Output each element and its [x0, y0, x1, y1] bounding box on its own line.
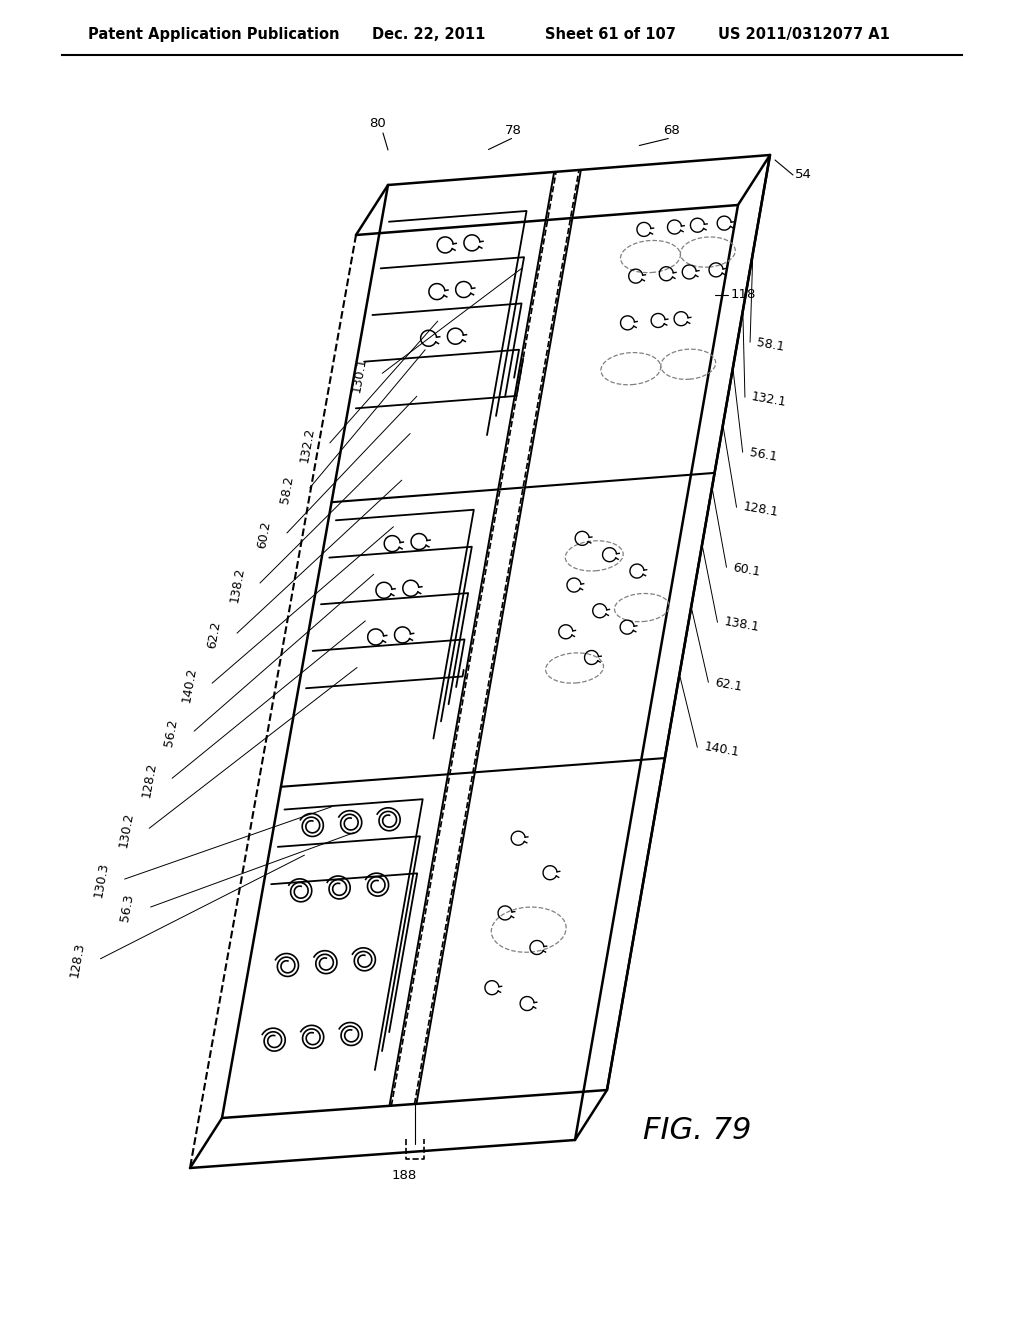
Text: 60.1: 60.1	[732, 561, 762, 579]
Text: FIG. 79: FIG. 79	[643, 1115, 752, 1144]
Text: 128.3: 128.3	[68, 941, 87, 978]
Text: 80: 80	[370, 117, 386, 129]
Text: 54: 54	[795, 169, 812, 181]
Text: 138.2: 138.2	[228, 566, 247, 603]
Text: 130.2: 130.2	[117, 812, 136, 849]
Text: 62.1: 62.1	[714, 676, 743, 694]
Text: 56.3: 56.3	[118, 894, 135, 923]
Text: 140.1: 140.1	[703, 741, 740, 759]
Text: 60.2: 60.2	[255, 520, 272, 550]
Text: 188: 188	[392, 1170, 417, 1181]
Text: 130.1: 130.1	[350, 356, 369, 393]
Text: 118: 118	[730, 289, 756, 301]
Text: 128.1: 128.1	[742, 500, 779, 520]
Text: 140.2: 140.2	[180, 667, 199, 704]
Text: Dec. 22, 2011: Dec. 22, 2011	[372, 26, 485, 42]
Text: 132.2: 132.2	[298, 426, 317, 463]
Text: Sheet 61 of 107: Sheet 61 of 107	[545, 26, 676, 42]
Text: 62.2: 62.2	[205, 620, 222, 649]
Text: Patent Application Publication: Patent Application Publication	[88, 26, 340, 42]
Text: 58.2: 58.2	[278, 475, 296, 504]
Text: 68: 68	[663, 124, 680, 137]
Text: 78: 78	[505, 124, 522, 137]
Text: 58.1: 58.1	[755, 337, 784, 354]
Text: 56.2: 56.2	[162, 718, 179, 748]
Text: 130.3: 130.3	[92, 862, 111, 899]
Text: 128.2: 128.2	[140, 762, 159, 799]
Text: 138.1: 138.1	[723, 615, 761, 635]
Text: 132.1: 132.1	[750, 391, 787, 409]
Text: US 2011/0312077 A1: US 2011/0312077 A1	[718, 26, 890, 42]
Text: 56.1: 56.1	[748, 446, 777, 463]
